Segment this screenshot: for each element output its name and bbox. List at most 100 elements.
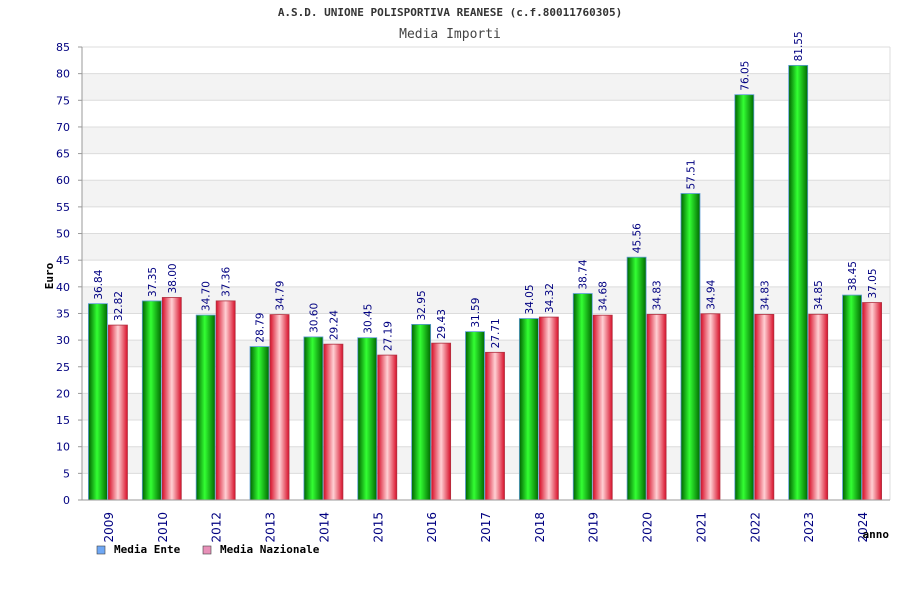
y-axis-ticks: 0 5 10 15 20 25 30 35 40 45 50 55 60 65 70 75 80 85 <box>56 41 82 507</box>
y-tick-label: 35 <box>56 307 70 320</box>
y-tick-label: 80 <box>56 68 70 81</box>
legend-item-media-ente: Media Ente <box>96 543 181 556</box>
bar-media-ente-2015 <box>357 337 378 501</box>
y-tick-label: 20 <box>56 387 70 400</box>
data-label: 36.84 <box>93 269 105 299</box>
bar-media-nazionale-2021 <box>700 313 721 501</box>
bar-media-nazionale-2019 <box>592 314 613 501</box>
data-label: 27.19 <box>382 321 394 351</box>
data-label: 38.74 <box>578 259 590 289</box>
data-labels: 36.84 32.82 37.35 38.00 34.70 37.36 28.79 34.79… <box>93 31 879 351</box>
bar-media-ente-2020 <box>626 256 647 501</box>
bar-media-nazionale-2015 <box>377 354 398 501</box>
data-label: 30.60 <box>308 303 320 333</box>
y-tick-label: 50 <box>56 228 70 241</box>
bar-media-ente-2013 <box>249 346 270 501</box>
bar-media-nazionale-2009 <box>108 324 128 501</box>
bar-media-ente-2018 <box>518 318 539 501</box>
plot-band <box>82 180 890 207</box>
data-label: 29.43 <box>436 309 448 339</box>
bar-media-ente-2014 <box>303 336 324 501</box>
legend-label-media-nazionale: Media Nazionale <box>220 543 320 556</box>
x-tick-label: 2012 <box>210 512 224 543</box>
bar-media-ente-2010 <box>141 300 162 501</box>
data-label: 32.95 <box>416 290 428 320</box>
bar-media-ente-2017 <box>465 331 485 501</box>
bar-media-nazionale-2016 <box>431 342 452 501</box>
bar-media-nazionale-2018 <box>538 316 559 501</box>
bar-media-nazionale-2022 <box>754 313 775 501</box>
x-axis-ticks: 2009 2010 2012 2013 2014 2015 2016 2017 2018 2019… <box>102 512 870 543</box>
data-label: 81.55 <box>793 31 805 61</box>
bar-media-ente-2009 <box>88 303 108 501</box>
bar-media-nazionale-2017 <box>485 351 505 501</box>
x-tick-label: 2024 <box>856 512 870 543</box>
x-axis-title: anno <box>863 528 890 541</box>
plot-band <box>82 73 890 101</box>
plot-band <box>82 260 890 287</box>
data-label: 30.45 <box>362 304 374 334</box>
data-label: 32.82 <box>113 291 125 321</box>
data-label: 37.36 <box>221 267 233 297</box>
data-label: 34.32 <box>544 283 556 313</box>
y-tick-label: 70 <box>56 121 70 134</box>
x-tick-label: 2017 <box>479 512 493 543</box>
bar-media-nazionale-2014 <box>323 343 344 501</box>
bar-media-nazionale-2024 <box>862 302 882 501</box>
bar-media-nazionale-2023 <box>808 313 829 501</box>
x-tick-label: 2021 <box>694 512 708 543</box>
y-axis-title: Euro <box>43 262 56 289</box>
data-label: 29.24 <box>328 310 340 340</box>
legend-item-media-nazionale: Media Nazionale <box>202 543 320 556</box>
data-label: 34.85 <box>813 280 825 310</box>
legend-label-media-ente: Media Ente <box>114 543 181 556</box>
y-tick-label: 40 <box>56 281 70 294</box>
y-tick-label: 65 <box>56 148 70 161</box>
bar-media-ente-2023 <box>788 64 809 501</box>
data-label: 28.79 <box>255 313 267 343</box>
plot-band <box>82 153 890 181</box>
x-tick-label: 2013 <box>264 512 278 543</box>
x-tick-label: 2016 <box>425 512 439 543</box>
data-label: 34.05 <box>524 284 536 314</box>
y-tick-label: 60 <box>56 174 70 187</box>
y-tick-label: 5 <box>63 467 70 480</box>
y-tick-label: 55 <box>56 201 70 214</box>
data-label: 38.45 <box>847 261 859 291</box>
x-tick-label: 2018 <box>533 512 547 543</box>
y-tick-label: 45 <box>56 254 70 267</box>
bar-media-ente-2019 <box>572 293 593 501</box>
chart-subtitle: Media Importi <box>399 27 501 42</box>
plot-band <box>82 47 890 74</box>
chart-title: A.S.D. UNIONE POLISPORTIVA REANESE (c.f.… <box>278 6 622 19</box>
data-label: 37.05 <box>867 268 879 298</box>
bar-media-nazionale-2010 <box>161 297 182 501</box>
plot-band <box>82 206 890 234</box>
y-tick-label: 15 <box>56 414 70 427</box>
bar-media-ente-2021 <box>680 193 701 501</box>
y-tick-label: 85 <box>56 41 70 54</box>
y-tick-label: 25 <box>56 361 70 374</box>
x-tick-label: 2014 <box>317 512 331 543</box>
data-label: 37.35 <box>147 267 159 297</box>
data-label: 34.68 <box>598 281 610 311</box>
data-label: 76.05 <box>739 61 751 91</box>
data-label: 34.94 <box>705 279 717 309</box>
legend: Media Ente Media Nazionale <box>96 543 320 556</box>
x-tick-label: 2022 <box>748 512 762 543</box>
bar-media-nazionale-2012 <box>215 300 236 501</box>
x-tick-label: 2009 <box>102 512 116 543</box>
bar-media-nazionale-2020 <box>646 313 667 501</box>
data-label: 57.51 <box>685 159 697 189</box>
plot-band <box>82 126 890 154</box>
data-label: 34.83 <box>759 280 771 310</box>
x-tick-label: 2015 <box>371 512 385 543</box>
data-label: 38.00 <box>167 263 179 293</box>
data-label: 34.79 <box>275 281 287 311</box>
y-tick-label: 75 <box>56 94 70 107</box>
data-label: 34.70 <box>201 281 213 311</box>
data-label: 45.56 <box>632 223 644 253</box>
x-tick-label: 2010 <box>156 512 170 543</box>
bar-media-ente-2024 <box>842 294 862 501</box>
